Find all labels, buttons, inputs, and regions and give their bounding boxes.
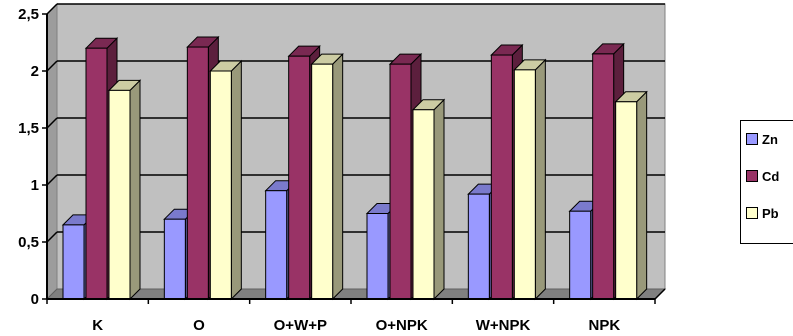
bar-pb-5 [614, 90, 648, 301]
bar-pb-0 [107, 79, 142, 301]
x-tick-label: O+NPK [376, 317, 428, 334]
bar-pb-2 [310, 52, 344, 301]
gridline-side [46, 60, 58, 72]
bar-pb-1 [209, 59, 243, 301]
gridline-side [46, 3, 58, 15]
y-tick-label: 1,5 [18, 120, 39, 137]
legend-label: Pb [762, 205, 779, 221]
gridlines [42, 3, 665, 300]
y-tick-label: 2,5 [18, 6, 39, 23]
gridline-side [46, 117, 58, 129]
gridline-side [46, 174, 58, 186]
x-tick-label: O [193, 317, 205, 334]
legend-swatch [746, 133, 758, 145]
x-tick-label: O+W+P [274, 317, 327, 334]
legend: Zn Cd Pb [740, 120, 793, 244]
x-tick-labels: K O O+W+P O+NPK W+NPK NPK [92, 317, 620, 334]
y-tick-labels: 0 0,5 1 1,5 2 2,5 [18, 6, 39, 308]
legend-item-cd: Cd [746, 168, 779, 184]
bars [61, 35, 648, 301]
legend-label: Zn [762, 131, 778, 147]
side-wall [46, 2, 58, 301]
y-tick-label: 0 [31, 291, 39, 308]
bar-pb-4 [513, 58, 547, 301]
axes [46, 14, 666, 304]
y-tick-label: 1 [31, 177, 39, 194]
legend-item-pb: Pb [746, 205, 779, 221]
bar-pb-3 [411, 98, 446, 301]
x-tick-label: W+NPK [476, 317, 531, 334]
legend-swatch [746, 170, 758, 182]
legend-label: Cd [762, 168, 780, 184]
gridline-side [46, 231, 58, 243]
y-tick-label: 2 [31, 63, 39, 80]
legend-item-zn: Zn [746, 131, 778, 147]
x-tick-label: NPK [588, 317, 620, 334]
y-tick-label: 0,5 [18, 234, 39, 251]
x-tick-label: K [92, 317, 103, 334]
legend-swatch [746, 207, 758, 219]
